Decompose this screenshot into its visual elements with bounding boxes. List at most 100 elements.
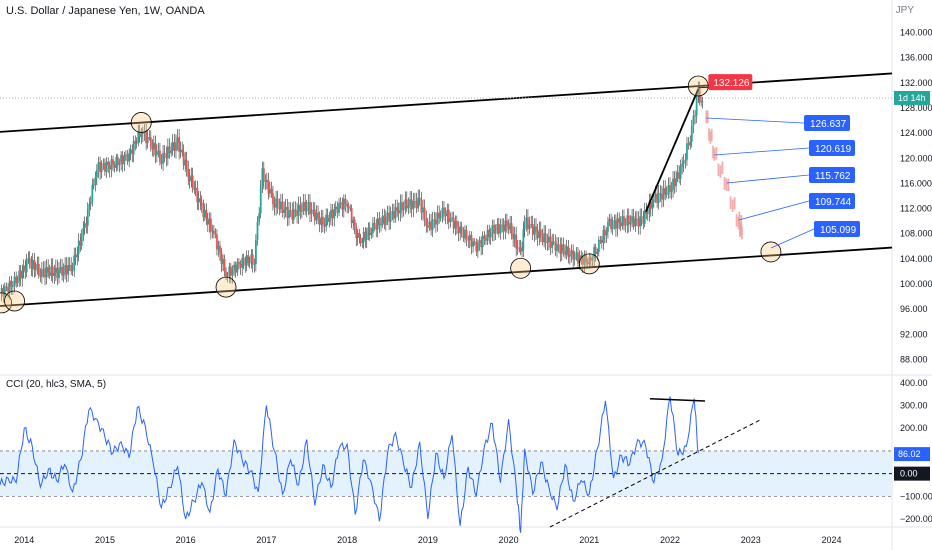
candle-body [375, 224, 378, 230]
candle-body [185, 159, 188, 169]
candle-body [213, 230, 215, 234]
time-tick-2: 2016 [176, 535, 196, 545]
candle-body [661, 193, 663, 200]
candle-body [253, 264, 256, 265]
candle-body [578, 255, 581, 264]
candle-body [276, 198, 279, 207]
candle-body [585, 254, 587, 263]
candle-body [356, 232, 359, 239]
projection-candle [715, 146, 718, 160]
time-tick-5: 2019 [418, 535, 438, 545]
candle-body [613, 220, 616, 223]
candle-body [378, 218, 381, 226]
candle-body [646, 213, 649, 215]
candle-body [648, 201, 651, 214]
cci-tick-1: 300.00 [900, 401, 928, 411]
candle-body [105, 161, 108, 172]
candle-body [539, 229, 542, 237]
current-price-tag [894, 90, 930, 105]
candle-body [485, 238, 487, 241]
candle-body [516, 247, 519, 249]
candle-body [194, 188, 197, 190]
candle-body [489, 232, 492, 238]
candle-body [165, 154, 168, 159]
candle-body [659, 193, 662, 194]
candle-body [502, 224, 505, 232]
candle-body [205, 209, 208, 220]
candle-body [173, 142, 176, 151]
candle-body [512, 233, 515, 240]
candle-body [65, 265, 68, 275]
candle-body [267, 179, 270, 194]
candle-body [289, 210, 292, 211]
touch-circle [130, 112, 152, 133]
candle-body [533, 226, 536, 235]
candle-body [162, 152, 164, 164]
time-tick-6: 2020 [499, 535, 519, 545]
price-tick-7: 112.000 [900, 204, 932, 214]
candle-body [404, 199, 407, 210]
candle-body [697, 86, 700, 97]
candle-body [591, 258, 594, 261]
time-tick-0: 2014 [14, 535, 34, 545]
candle-body [296, 210, 298, 216]
candle-body [61, 267, 63, 276]
candle-body [478, 240, 481, 243]
time-tick-1: 2015 [95, 535, 115, 545]
candle-body [694, 115, 696, 117]
candle-body [557, 244, 560, 246]
candle-body [259, 186, 262, 214]
time-tick-4: 2018 [337, 535, 357, 545]
candle-body [261, 168, 264, 187]
candle-body [284, 207, 287, 210]
candle-body [273, 204, 276, 208]
candle-body [301, 210, 303, 212]
candle-body [667, 185, 670, 195]
cci-tick-2: 200.00 [900, 423, 928, 433]
candle-body [135, 142, 138, 144]
price-tick-6: 116.000 [900, 178, 932, 188]
candle-body [605, 231, 608, 236]
price-tick-3: 128.000 [900, 103, 932, 113]
candle-body [280, 201, 282, 210]
candle-body [347, 206, 350, 208]
time-tick-7: 2021 [579, 535, 599, 545]
projection-candle [725, 178, 728, 191]
candle-body [156, 151, 158, 156]
price-candles [0, 81, 743, 303]
candle-body [125, 154, 127, 156]
candle-body [321, 216, 324, 225]
candle-body [637, 218, 640, 227]
target-connector-2 [726, 174, 810, 184]
candle-body [318, 218, 321, 225]
candle-body [330, 209, 332, 219]
candle-body [34, 269, 37, 271]
candle-body [457, 226, 460, 234]
candle-body [79, 240, 82, 246]
price-tick-13: 88.000 [900, 354, 928, 364]
candle-body [68, 265, 71, 266]
candle-body [197, 198, 200, 203]
candle-body [618, 218, 621, 223]
candle-body [593, 247, 596, 259]
price-tick-12: 92.000 [900, 329, 928, 339]
candle-body [597, 239, 600, 252]
candle-body [462, 231, 465, 239]
candle-body [554, 241, 557, 251]
candle-body [13, 276, 16, 286]
candle-body [80, 236, 83, 246]
candle-body [236, 261, 239, 273]
candle-body [583, 254, 586, 265]
candle-body [624, 224, 627, 226]
candle-body [669, 185, 671, 192]
candle-body [328, 218, 331, 222]
candle-body [238, 261, 240, 265]
candle-body [229, 266, 232, 276]
candle-body [313, 209, 316, 221]
candle-body [256, 222, 259, 241]
candle-body [331, 209, 334, 219]
candle-body [359, 237, 362, 243]
candle-body [15, 276, 18, 284]
candle-body [21, 270, 24, 279]
